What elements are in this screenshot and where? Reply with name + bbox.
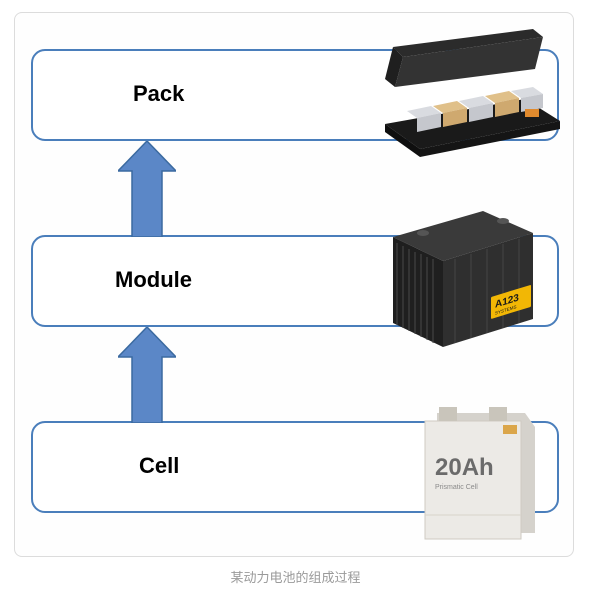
arrow-cell-to-module	[118, 327, 176, 423]
cell-capacity-text: 20Ah	[435, 454, 494, 481]
battery-pack-icon	[375, 29, 565, 159]
diagram-container: Pack Module Cell	[14, 12, 574, 557]
battery-cell-icon: 20Ah Prismatic Cell	[407, 395, 542, 551]
cell-sub-text: Prismatic Cell	[435, 484, 478, 491]
label-cell: Cell	[139, 453, 179, 479]
battery-module-icon: A123 SYSTEMS	[373, 197, 548, 362]
label-module: Module	[115, 267, 192, 293]
diagram-caption: 某动力电池的组成过程	[0, 567, 591, 586]
arrow-module-to-pack	[118, 141, 176, 237]
label-pack: Pack	[133, 81, 184, 107]
